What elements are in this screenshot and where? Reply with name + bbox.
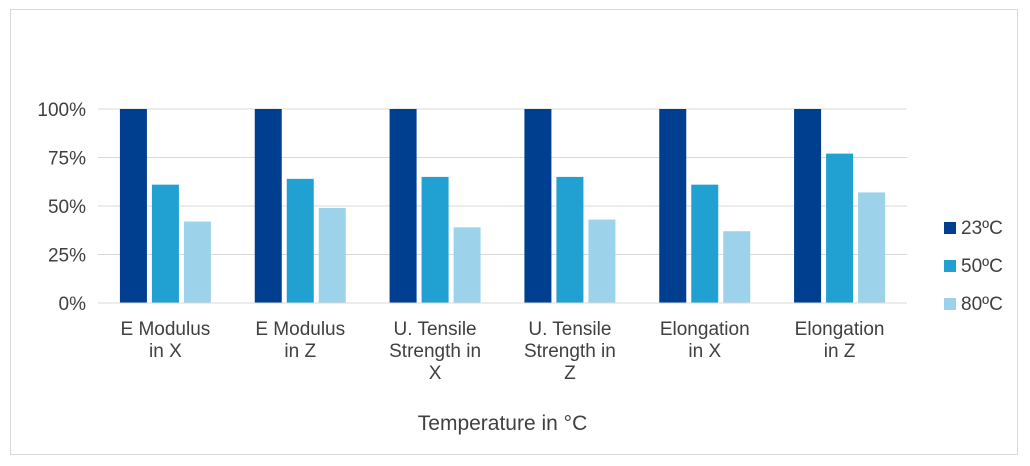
y-tick-label: 25% xyxy=(48,246,86,267)
legend-swatch xyxy=(944,222,956,234)
bar xyxy=(453,227,481,303)
bar xyxy=(286,178,314,303)
bar xyxy=(389,109,417,303)
x-category-label: X xyxy=(429,363,442,384)
x-category-label: in X xyxy=(149,341,182,362)
legend-label: 80ºC xyxy=(961,294,1003,315)
y-axis-ticks: 0% 25% 50% 75% 100% xyxy=(37,100,86,315)
x-category-label: Z xyxy=(564,363,576,384)
x-category-label: Elongation xyxy=(795,319,885,340)
bar xyxy=(691,184,719,303)
bar xyxy=(659,109,687,303)
bar xyxy=(826,153,854,303)
bar xyxy=(254,109,282,303)
x-category-label: in Z xyxy=(284,341,316,362)
x-category-label: U. Tensile xyxy=(394,319,477,340)
bar xyxy=(119,109,147,303)
x-category-label: E Modulus xyxy=(121,319,211,340)
y-tick-label: 0% xyxy=(59,294,87,315)
bar xyxy=(556,176,584,303)
bar xyxy=(183,221,211,303)
bar xyxy=(151,184,179,303)
bar xyxy=(318,207,346,303)
x-category-label: Elongation xyxy=(660,319,750,340)
bar xyxy=(524,109,552,303)
legend: 23ºC 50ºC 80ºC xyxy=(944,218,1003,315)
bar xyxy=(588,219,616,303)
legend-label: 23ºC xyxy=(961,218,1003,239)
x-axis-title: Temperature in °C xyxy=(418,412,587,435)
bars xyxy=(119,109,886,303)
x-category-label: in X xyxy=(688,341,721,362)
bar xyxy=(421,176,449,303)
x-category-label: U. Tensile xyxy=(528,319,611,340)
x-category-label: Strength in xyxy=(389,341,481,362)
bar xyxy=(858,192,886,303)
y-tick-label: 75% xyxy=(48,149,86,170)
gridlines xyxy=(98,108,907,255)
legend-swatch xyxy=(944,260,956,272)
x-category-label: E Modulus xyxy=(255,319,345,340)
y-tick-label: 50% xyxy=(48,197,86,218)
legend-swatch xyxy=(944,298,956,310)
legend-label: 50ºC xyxy=(961,256,1003,277)
bar xyxy=(723,231,751,303)
x-category-label: Strength in xyxy=(524,341,616,362)
bar xyxy=(794,109,822,303)
y-tick-label: 100% xyxy=(37,100,86,121)
x-category-label: in Z xyxy=(824,341,856,362)
